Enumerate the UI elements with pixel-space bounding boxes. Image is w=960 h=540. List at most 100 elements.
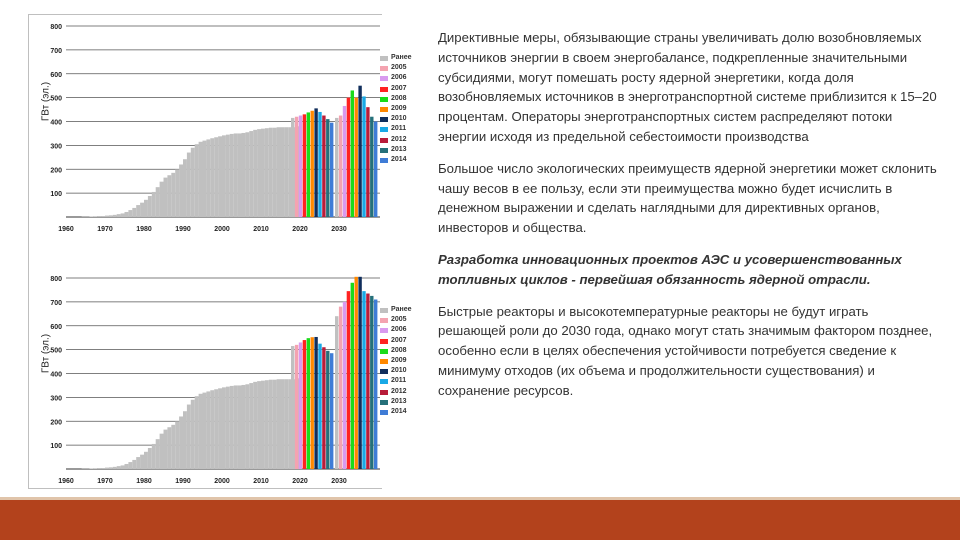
- bottom-history-bar: [218, 388, 222, 469]
- top-history-bar: [202, 140, 207, 217]
- bottom-history-bar: [225, 386, 230, 469]
- top-history-bar: [179, 164, 183, 217]
- top-y-tick-label: 700: [50, 48, 62, 55]
- bottom-history-bar: [186, 404, 191, 469]
- bottom-history-bar: [183, 411, 187, 469]
- chart-bottom-svg: 800 700 600 500 400 300 200 100 1960 1970 1980 1990…: [50, 276, 380, 485]
- bottom-scenario-2020-bar: [322, 347, 326, 469]
- bottom-scenario-2020-bar: [330, 353, 334, 469]
- bottom-history-bar: [167, 427, 172, 469]
- bottom-legend-label: 2011: [391, 377, 407, 385]
- top-history-bar: [120, 213, 125, 217]
- bottom-legend-swatch: [380, 410, 388, 415]
- top-legend-label: 2009: [391, 105, 407, 112]
- top-y-tick-label: 500: [50, 96, 62, 103]
- bottom-history-bar: [233, 385, 238, 469]
- bottom-scenario-2030-bar: [354, 276, 358, 469]
- bottom-scenario-2030-bar: [342, 301, 347, 469]
- bottom-history-bar: [132, 459, 137, 469]
- bottom-y-tick-label: 200: [50, 419, 62, 426]
- bottom-scenario-2020-bar: [310, 337, 314, 469]
- top-history-bar: [233, 133, 238, 217]
- top-history-bar: [108, 215, 113, 217]
- top-history-bar: [93, 216, 98, 217]
- bottom-history-bar: [229, 385, 234, 469]
- bottom-legend-swatch: [380, 338, 388, 344]
- top-history-bar: [155, 187, 160, 217]
- bottom-history-bar: [206, 391, 211, 469]
- frame-line-left: [28, 14, 29, 488]
- top-scenario-2020-bar: [318, 111, 322, 217]
- top-legend-swatch: [380, 96, 388, 102]
- bottom-history-bar: [159, 433, 164, 469]
- top-scenario-2020-bar: [294, 116, 299, 217]
- bottom-history-bar: [264, 380, 269, 469]
- bottom-history-bar: [144, 451, 148, 469]
- bottom-history-bar: [261, 380, 265, 469]
- top-x-tick-label: 2020: [292, 226, 308, 233]
- bottom-history-bar: [198, 393, 203, 469]
- top-legend-label: 2006: [391, 74, 407, 82]
- top-legend-swatch: [380, 66, 388, 72]
- chart-bottom-y-title: ГВт (эл.): [40, 333, 52, 374]
- top-history-bar: [241, 132, 246, 217]
- bottom-x-tick-label: 1980: [136, 478, 152, 485]
- top-history-bar: [210, 138, 215, 217]
- bottom-legend-label: 2009: [391, 357, 407, 364]
- bottom-legend-label: 2008: [391, 346, 407, 354]
- top-y-tick-label: 400: [50, 120, 62, 127]
- top-scenario-2020-bar: [330, 122, 334, 217]
- bottom-history-bar: [241, 384, 246, 469]
- top-scenario-2030-bar: [346, 97, 351, 217]
- top-history-bar: [128, 210, 133, 217]
- top-scenario-2020-bar: [310, 110, 314, 217]
- top-history-bar: [218, 136, 222, 217]
- top-history-bar: [136, 205, 141, 217]
- top-history-bar: [132, 207, 137, 217]
- top-history-bar: [112, 214, 117, 217]
- top-legend-swatch: [380, 76, 388, 82]
- bottom-history-bar: [190, 399, 195, 469]
- top-scenario-2020-bar: [302, 114, 307, 217]
- top-scenario-2020-bar: [298, 115, 303, 217]
- top-scenario-2020-bar: [306, 112, 310, 217]
- chart-bottom: 800 700 600 500 400 300 200 100 1960 1970 1980 1990…: [28, 262, 412, 490]
- top-history-bar: [237, 133, 242, 217]
- top-legend-label: 2007: [391, 84, 407, 92]
- top-x-tick-label: 2030: [331, 226, 347, 233]
- bottom-y-tick-label: 800: [50, 276, 62, 283]
- bottom-scenario-2020-bar: [298, 342, 303, 469]
- top-history-bar: [229, 133, 234, 217]
- bottom-history-bar: [194, 396, 199, 469]
- bottom-legend-label: 2014: [391, 408, 407, 415]
- chart-top-y-title: ГВт (эл.): [40, 81, 52, 122]
- bottom-legend-swatch: [380, 328, 388, 334]
- top-history-bar: [190, 147, 195, 217]
- bottom-history-bar: [124, 463, 129, 469]
- bottom-history-bar: [257, 381, 261, 469]
- frame-line-bottom: [28, 488, 382, 489]
- top-legend-swatch: [380, 86, 388, 92]
- bottom-y-tick-label: 400: [50, 372, 62, 379]
- bottom-y-tick-label: 500: [50, 348, 62, 355]
- bottom-legend-label: 2013: [391, 397, 407, 405]
- bottom-history-bar: [171, 424, 176, 469]
- frame-line-top: [28, 14, 382, 15]
- top-legend-label: 2011: [391, 125, 407, 133]
- top-history-bar: [261, 128, 265, 217]
- top-legend-label: 2014: [391, 156, 407, 163]
- bottom-legend-swatch: [380, 379, 388, 385]
- top-history-bar: [194, 144, 199, 217]
- bottom-legend-label: Ранее: [391, 306, 412, 313]
- top-legend-swatch: [380, 107, 388, 112]
- bottom-history-bar: [136, 457, 141, 469]
- top-y-tick-label: 600: [50, 72, 62, 79]
- top-x-tick-label: 2000: [214, 226, 230, 233]
- top-history-bar: [257, 129, 261, 217]
- top-legend-swatch: [380, 127, 388, 133]
- bottom-scenario-2030-bar: [374, 299, 378, 469]
- bottom-history-bar: [272, 379, 277, 469]
- top-history-bar: [151, 191, 156, 217]
- bottom-legend-label: 2007: [391, 336, 407, 344]
- top-scenario-2020-bar: [322, 115, 326, 217]
